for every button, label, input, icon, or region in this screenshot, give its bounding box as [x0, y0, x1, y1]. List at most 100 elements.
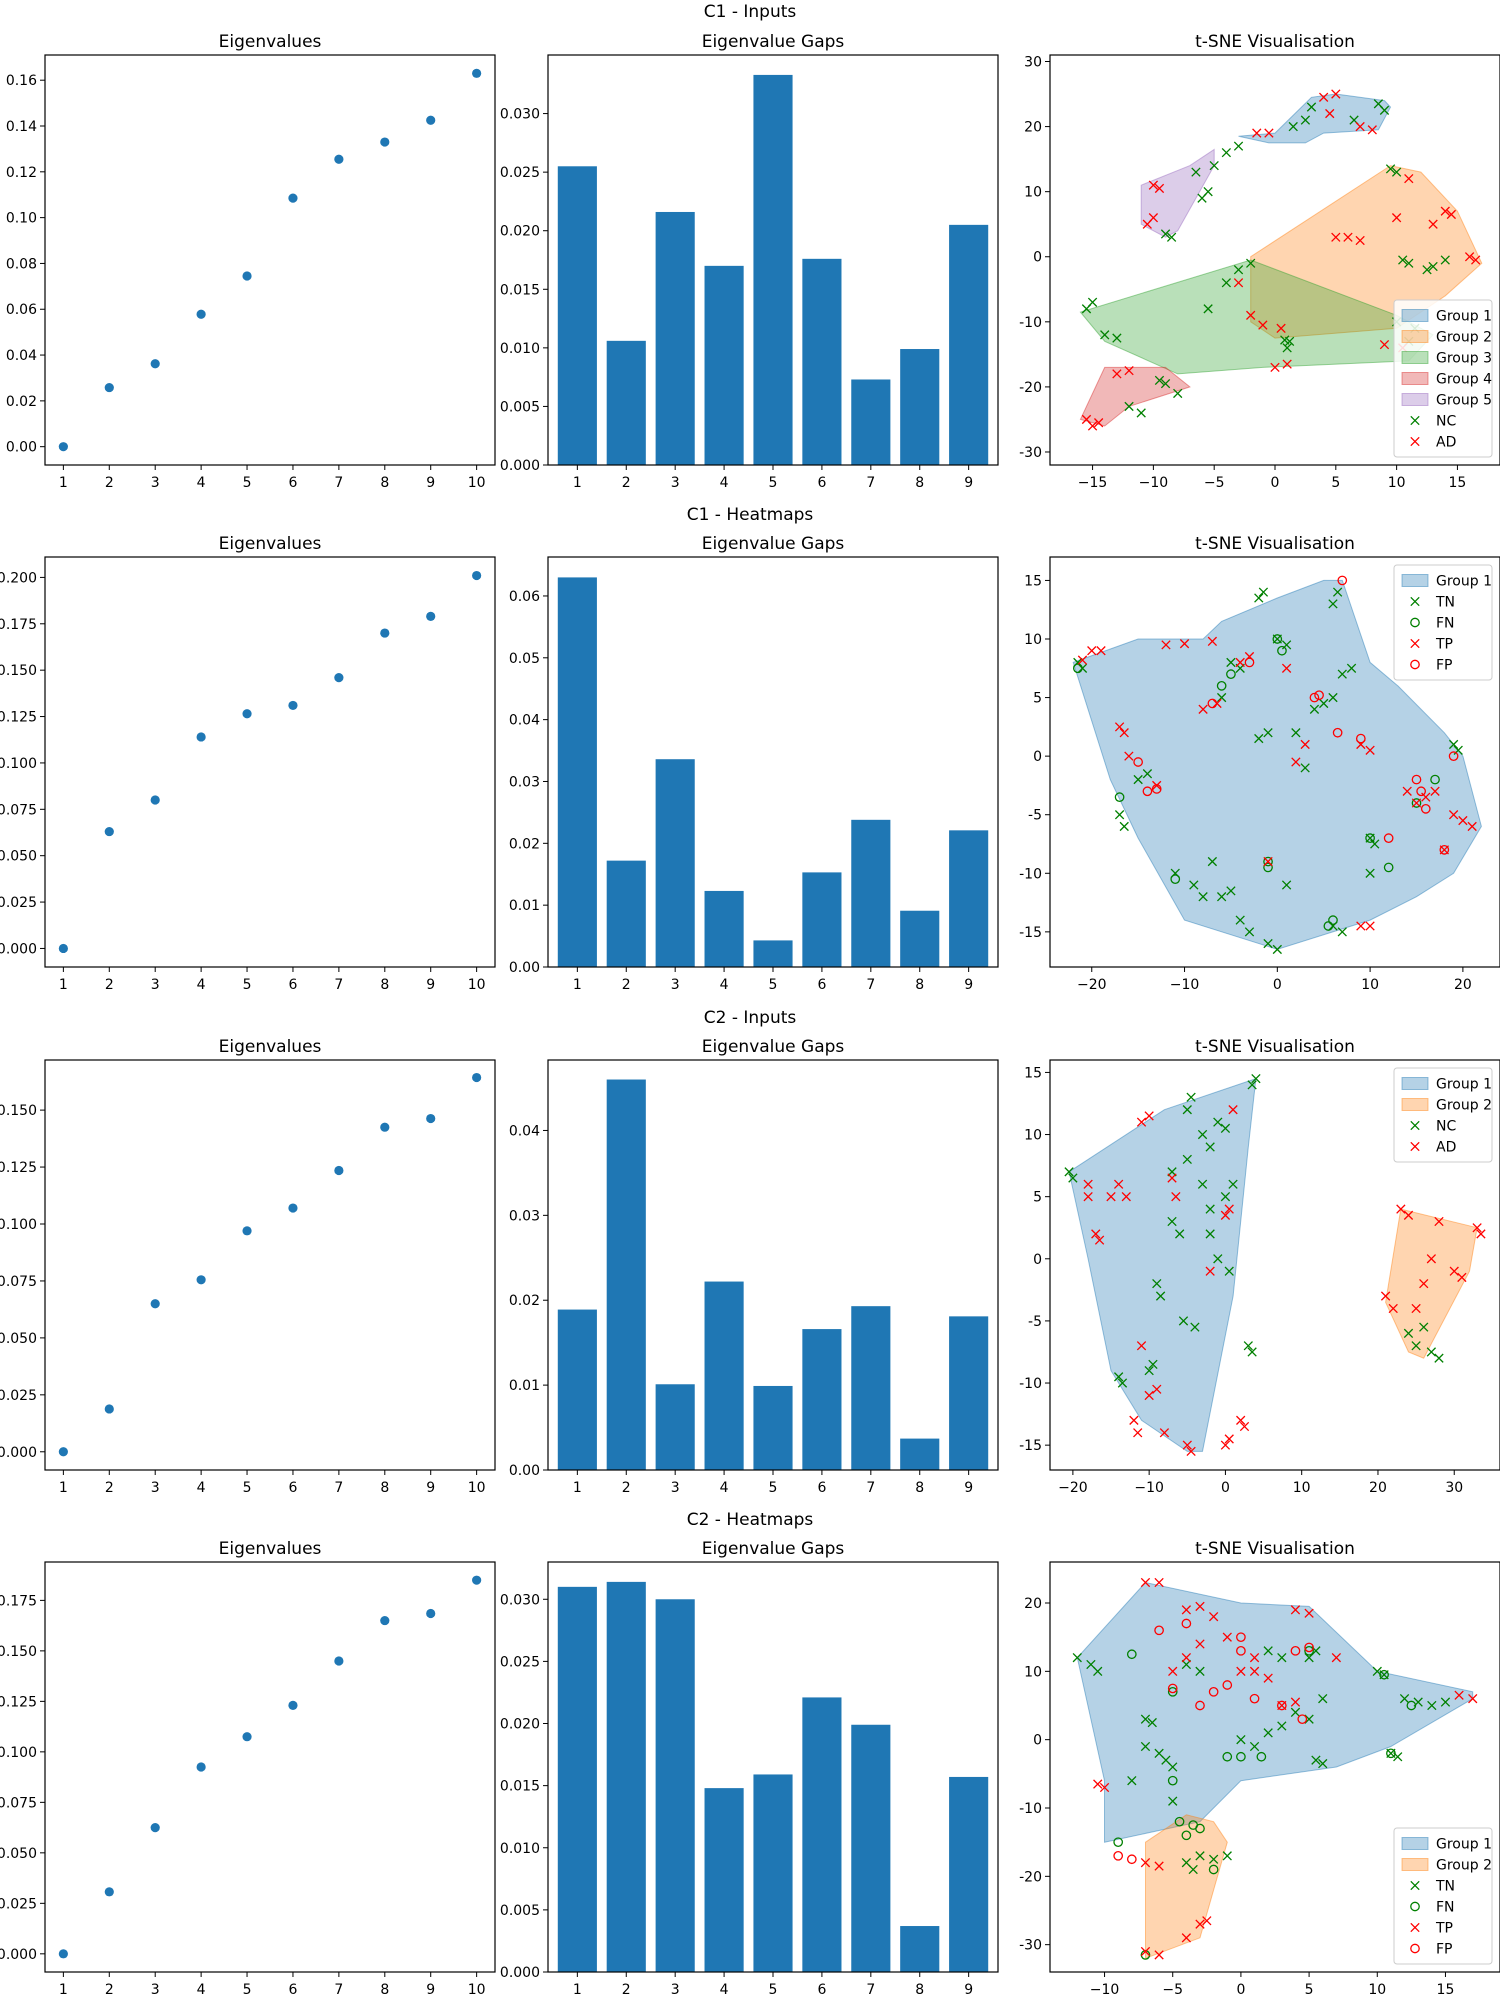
- x-tick-label: 10: [468, 977, 486, 993]
- point-fn: [1113, 1837, 1124, 1848]
- point-ad: [1129, 1415, 1139, 1425]
- point-ad: [1264, 128, 1274, 138]
- x-tick-label: 5: [769, 1480, 778, 1496]
- bar-2: [606, 340, 646, 465]
- legend-swatch-group-1: [1401, 309, 1429, 322]
- cluster-hull-2: [1145, 1814, 1228, 1960]
- y-tick-label: -30: [1019, 1938, 1042, 1954]
- point-fp: [1290, 1645, 1301, 1656]
- x-tick-label: 7: [866, 977, 875, 993]
- point-ad: [1094, 1235, 1105, 1245]
- point-ad: [1476, 1229, 1486, 1239]
- y-tick-label: 0.08: [6, 256, 37, 272]
- x-tick-label: 8: [915, 977, 924, 993]
- bar-6: [802, 258, 842, 465]
- point-fp: [1222, 1680, 1233, 1690]
- point-nc: [1182, 1105, 1192, 1115]
- x-tick-label: 1: [59, 1982, 68, 1998]
- x-tick-label: 1: [573, 475, 582, 491]
- eigenvalue-point-1: [58, 1447, 68, 1457]
- legend-label: AD: [1436, 435, 1456, 451]
- point-tn: [1216, 692, 1227, 703]
- point-tp: [1154, 1577, 1164, 1588]
- eigenvalue-point-10: [472, 1575, 482, 1585]
- point-nc: [1166, 232, 1177, 242]
- x-tick-label: 5: [243, 1480, 252, 1496]
- point-fn: [1263, 862, 1273, 873]
- point-tn: [1365, 868, 1375, 878]
- eigenvalue-point-9: [426, 1608, 436, 1619]
- point-ad: [1224, 1434, 1234, 1444]
- bar-3: [655, 759, 695, 967]
- legend: Group 1 Group 2 Group 3 Group 4 Group 5 NC AD: [1393, 299, 1493, 458]
- legend-marker-fp: [1410, 1943, 1420, 1954]
- point-fp: [1195, 1700, 1205, 1711]
- point-tp: [1093, 1779, 1103, 1789]
- point-tp: [1140, 1858, 1151, 1868]
- subplot-r1-c3: -30 -20 -10 0 10 20 30 −15 −10 −5 0 5 10 15 t-SNE Visu…: [1019, 32, 1500, 491]
- point-nc: [1246, 258, 1256, 268]
- bar-5: [753, 1774, 793, 1972]
- x-tick-label: 4: [197, 1982, 206, 1998]
- y-tick-label: 0.015: [500, 1779, 540, 1795]
- plot-area: [1072, 575, 1482, 955]
- y-tick-label: 0.04: [509, 1123, 540, 1139]
- point-tn: [1188, 1864, 1198, 1875]
- point-fn: [1386, 1748, 1396, 1759]
- x-tick-label: 2: [622, 1480, 631, 1496]
- point-tp: [1181, 1933, 1192, 1943]
- axes-frame: [1049, 1561, 1500, 1973]
- bar-3: [655, 211, 695, 465]
- point-fn: [1072, 663, 1083, 674]
- point-nc: [1173, 388, 1183, 399]
- point-tp: [1195, 1639, 1205, 1649]
- point-tp: [1356, 921, 1366, 931]
- legend-label: TP: [1435, 1921, 1453, 1937]
- eigenvalue-point-7: [334, 1165, 344, 1176]
- x-tick-label: 5: [243, 1982, 252, 1998]
- point-ad: [1426, 1254, 1437, 1264]
- subplot-r1-c2: 0.000 0.005 0.010 0.015 0.020 0.025 0.030 1 2 3 4 5…: [500, 32, 999, 491]
- point-tn: [1370, 839, 1380, 849]
- point-tp: [1430, 786, 1440, 796]
- cluster-hull-1: [1238, 93, 1392, 144]
- point-ad: [1246, 310, 1256, 320]
- eigenvalue-point-8: [380, 1615, 390, 1626]
- legend-marker-ad: [1410, 436, 1420, 447]
- point-fp: [1448, 751, 1459, 761]
- point-fp: [1181, 1618, 1192, 1629]
- point-tn: [1226, 657, 1236, 668]
- y-tick-label: 0.06: [6, 302, 37, 318]
- point-fn: [1406, 1700, 1417, 1711]
- point-fn: [1328, 915, 1338, 925]
- point-tp: [1202, 1916, 1212, 1926]
- point-ad: [1087, 421, 1098, 431]
- legend-marker-tn: [1410, 1880, 1420, 1891]
- point-fn: [1430, 774, 1440, 785]
- point-ad: [1093, 418, 1104, 428]
- y-tick-label: 5: [1033, 1190, 1042, 1206]
- point-fn: [1226, 669, 1236, 679]
- point-tn: [1195, 1666, 1205, 1676]
- y-tick-label: 0.025: [500, 1654, 540, 1670]
- point-tn: [1235, 915, 1245, 925]
- eigenvalue-point-3: [150, 795, 160, 805]
- point-fn: [1114, 792, 1125, 802]
- legend-label: FP: [1436, 658, 1453, 674]
- y-tick-label: 0.125: [0, 1160, 37, 1176]
- legend-label: AD: [1436, 1140, 1456, 1156]
- subplot-title: t-SNE Visualisation: [1195, 534, 1355, 554]
- point-ad: [1276, 323, 1286, 333]
- point-tn: [1337, 927, 1347, 937]
- point-tp: [1291, 757, 1301, 767]
- point-tp: [1168, 1666, 1178, 1676]
- point-tn: [1189, 880, 1199, 890]
- point-ad: [1355, 235, 1365, 246]
- y-tick-label: 0: [1033, 749, 1042, 765]
- point-tn: [1072, 1653, 1082, 1663]
- x-tick-label: 3: [151, 977, 160, 993]
- point-ad: [1331, 89, 1341, 99]
- point-nc: [1175, 1229, 1185, 1239]
- x-tick-label: −10: [1090, 1982, 1120, 1998]
